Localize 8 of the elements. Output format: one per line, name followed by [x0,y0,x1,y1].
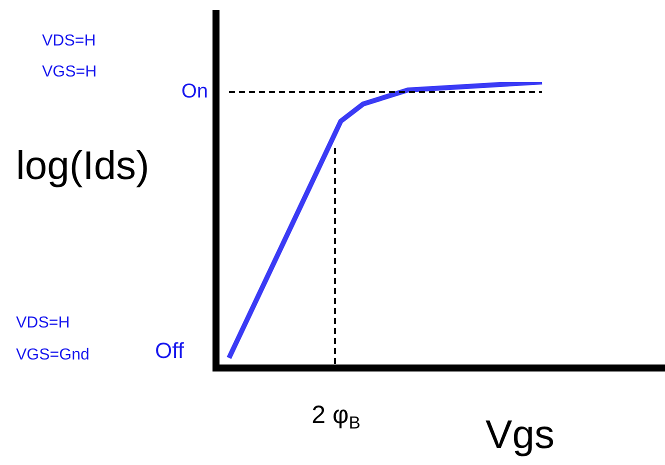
text: VGS=Gnd [16,346,90,364]
text: VDS=H [16,314,70,332]
y-axis-title: log(Ids) [16,144,150,188]
text: Off [155,338,185,364]
x-axis-title: Vgs [486,413,554,458]
text: VGS=H [42,63,97,80]
ref-line-label: On [181,80,208,103]
text: VDS=H [42,32,96,50]
